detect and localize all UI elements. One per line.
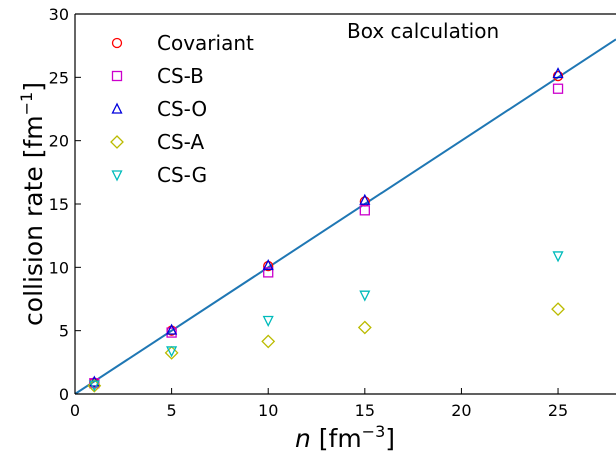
data-point-cs-o xyxy=(552,67,564,79)
x-tick-label: 5 xyxy=(167,401,177,420)
legend-marker-covariant xyxy=(111,37,123,49)
legend-label-covariant: Covariant xyxy=(157,31,254,55)
data-point-cs-g xyxy=(262,315,274,327)
y-tick-label: 10 xyxy=(49,258,69,277)
legend: Covariant CS-B CS-O CS-A CS-G xyxy=(110,31,254,187)
data-point-cs-b xyxy=(263,267,274,278)
legend-label-cs-a: CS-A xyxy=(157,130,204,154)
data-point-cs-b xyxy=(359,205,370,216)
plot-area: 0 5 10 15 20 25 0 5 10 15 20 25 30 xyxy=(49,5,616,420)
y-axis-title-close: ] xyxy=(19,82,48,92)
y-tick-label: 20 xyxy=(49,132,69,151)
data-point-cs-g xyxy=(359,290,371,302)
legend-label-cs-b: CS-B xyxy=(157,64,204,88)
x-tick-label: 15 xyxy=(355,401,375,420)
legend-marker-cs-g xyxy=(111,170,123,182)
y-tick-label: 0 xyxy=(59,385,69,404)
x-axis-title-close: ] xyxy=(385,424,395,452)
y-tick-label: 30 xyxy=(49,5,69,24)
x-tick-label: 20 xyxy=(451,401,471,420)
legend-label-cs-g: CS-G xyxy=(157,163,207,187)
data-point-cs-o xyxy=(166,323,178,335)
data-point-cs-g xyxy=(166,346,178,358)
x-tick-label: 0 xyxy=(70,401,80,420)
legend-marker-cs-b xyxy=(111,70,123,82)
data-point-cs-g xyxy=(88,380,100,392)
y-axis-title: collision rate [fm−1] xyxy=(17,82,48,326)
data-point-cs-a xyxy=(357,320,372,335)
data-point-cs-b xyxy=(89,378,100,389)
data-point-cs-a xyxy=(551,302,565,317)
x-tick-label: 10 xyxy=(258,401,278,420)
legend-marker-cs-a xyxy=(110,135,124,149)
data-point-cs-b xyxy=(166,327,177,338)
reference-line xyxy=(75,38,616,394)
data-point-cs-a xyxy=(164,345,179,360)
data-point-cs-a xyxy=(87,378,102,393)
y-tick-label: 5 xyxy=(59,322,69,341)
y-tick-label: 15 xyxy=(49,195,69,214)
data-point-cs-g xyxy=(552,251,564,263)
x-axis-title-variable: n xyxy=(295,424,311,452)
x-axis-title-exponent: −3 xyxy=(362,422,386,441)
data-point-cs-b xyxy=(552,83,564,94)
x-tick-label: 25 xyxy=(548,401,568,420)
data-point-cs-a xyxy=(261,334,276,349)
x-axis-title: n [fm−3] xyxy=(295,422,395,452)
data-point-cs-o xyxy=(359,193,371,205)
data-point-cs-o xyxy=(262,258,274,271)
legend-marker-cs-o xyxy=(111,102,123,114)
y-tick-label: 25 xyxy=(49,68,69,87)
y-axis-title-text: collision rate [fm xyxy=(19,115,48,326)
legend-label-cs-o: CS-O xyxy=(157,97,207,121)
y-axis-title-exponent: −1 xyxy=(17,92,36,116)
x-axis-title-unit: [fm xyxy=(311,424,362,452)
data-point-covariant xyxy=(552,70,564,82)
chart-annotation: Box calculation xyxy=(347,19,499,43)
